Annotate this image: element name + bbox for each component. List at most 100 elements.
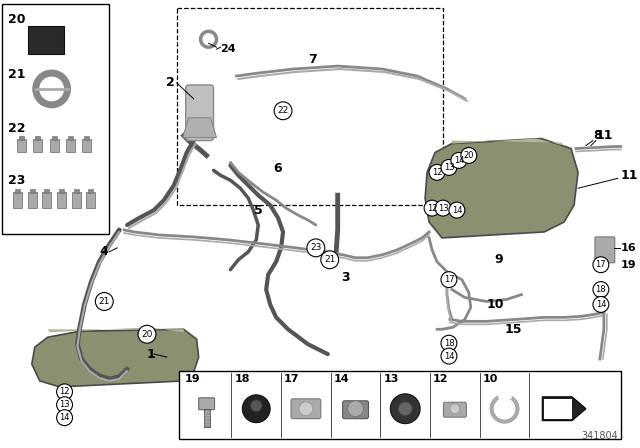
Circle shape [593,257,609,273]
FancyBboxPatch shape [595,237,615,263]
FancyBboxPatch shape [57,192,66,208]
FancyBboxPatch shape [28,192,36,208]
Circle shape [441,335,457,351]
Text: 20: 20 [463,151,474,160]
Text: 20: 20 [141,330,153,339]
Text: 14: 14 [452,206,462,215]
FancyBboxPatch shape [342,401,369,419]
Text: 7: 7 [308,52,317,65]
FancyBboxPatch shape [52,136,56,140]
Circle shape [451,152,467,168]
FancyBboxPatch shape [29,189,35,193]
FancyBboxPatch shape [186,85,214,141]
Text: 5: 5 [254,203,263,216]
Text: 18: 18 [596,285,606,294]
Circle shape [461,147,477,164]
Text: 10: 10 [486,298,504,311]
Text: 2: 2 [166,77,175,90]
Circle shape [56,410,72,426]
FancyBboxPatch shape [68,136,73,140]
FancyBboxPatch shape [13,192,22,208]
Circle shape [450,404,460,414]
FancyBboxPatch shape [19,136,24,140]
Circle shape [593,282,609,297]
Text: 9: 9 [495,253,503,266]
Text: 12: 12 [60,388,70,396]
Polygon shape [452,138,564,146]
Text: 17: 17 [284,374,300,384]
Circle shape [274,102,292,120]
Text: 12: 12 [427,203,437,213]
Text: 14: 14 [333,374,349,384]
Text: 341804: 341804 [581,431,618,440]
FancyBboxPatch shape [59,189,64,193]
FancyBboxPatch shape [84,136,90,140]
Text: 19: 19 [185,374,200,384]
Polygon shape [32,329,198,387]
Text: 13: 13 [438,203,448,213]
Text: 14: 14 [444,352,454,361]
Text: 21: 21 [324,255,335,264]
FancyBboxPatch shape [72,192,81,208]
Text: 20: 20 [8,13,26,26]
Text: 14: 14 [596,300,606,309]
Text: 16: 16 [621,243,636,253]
Text: 17: 17 [596,260,606,269]
Circle shape [56,384,72,400]
Text: 22: 22 [8,122,26,135]
Circle shape [243,395,270,422]
Text: 18: 18 [234,374,250,384]
Polygon shape [425,138,578,238]
Text: 8: 8 [593,129,602,142]
FancyBboxPatch shape [86,192,95,208]
Text: 23: 23 [8,174,26,187]
Text: 1: 1 [147,348,156,361]
FancyBboxPatch shape [74,189,79,193]
FancyBboxPatch shape [33,138,42,152]
FancyBboxPatch shape [28,26,63,54]
FancyBboxPatch shape [50,138,59,152]
Circle shape [348,401,364,417]
FancyBboxPatch shape [44,189,49,193]
Text: 3: 3 [342,271,350,284]
Text: 11: 11 [596,129,613,142]
Text: 11: 11 [621,169,638,182]
Polygon shape [183,118,216,138]
Text: 12: 12 [432,168,442,177]
Text: 6: 6 [273,162,282,175]
Text: 23: 23 [310,243,321,252]
Text: 18: 18 [444,339,454,348]
Text: 14: 14 [60,413,70,422]
Polygon shape [542,397,586,421]
FancyBboxPatch shape [35,136,40,140]
Circle shape [250,400,262,412]
Circle shape [138,325,156,343]
FancyBboxPatch shape [204,409,209,426]
Circle shape [424,200,440,216]
Circle shape [593,297,609,312]
Text: 22: 22 [277,106,289,115]
Text: 19: 19 [621,260,636,270]
Circle shape [449,202,465,218]
Text: 13: 13 [383,374,399,384]
FancyBboxPatch shape [2,4,109,234]
Text: 15: 15 [504,323,522,336]
Circle shape [307,239,324,257]
Text: 17: 17 [444,275,454,284]
Text: 10: 10 [483,374,498,384]
Text: 21: 21 [8,68,26,81]
Circle shape [299,402,313,416]
Circle shape [441,348,457,364]
FancyBboxPatch shape [83,138,92,152]
FancyBboxPatch shape [88,189,93,193]
Circle shape [56,397,72,413]
FancyBboxPatch shape [291,399,321,419]
Circle shape [429,164,445,180]
Circle shape [398,402,412,416]
Text: 24: 24 [221,44,236,54]
Text: 12: 12 [433,374,449,384]
Text: 21: 21 [99,297,110,306]
Text: 14: 14 [454,156,464,165]
Circle shape [390,394,420,424]
Circle shape [441,159,457,175]
